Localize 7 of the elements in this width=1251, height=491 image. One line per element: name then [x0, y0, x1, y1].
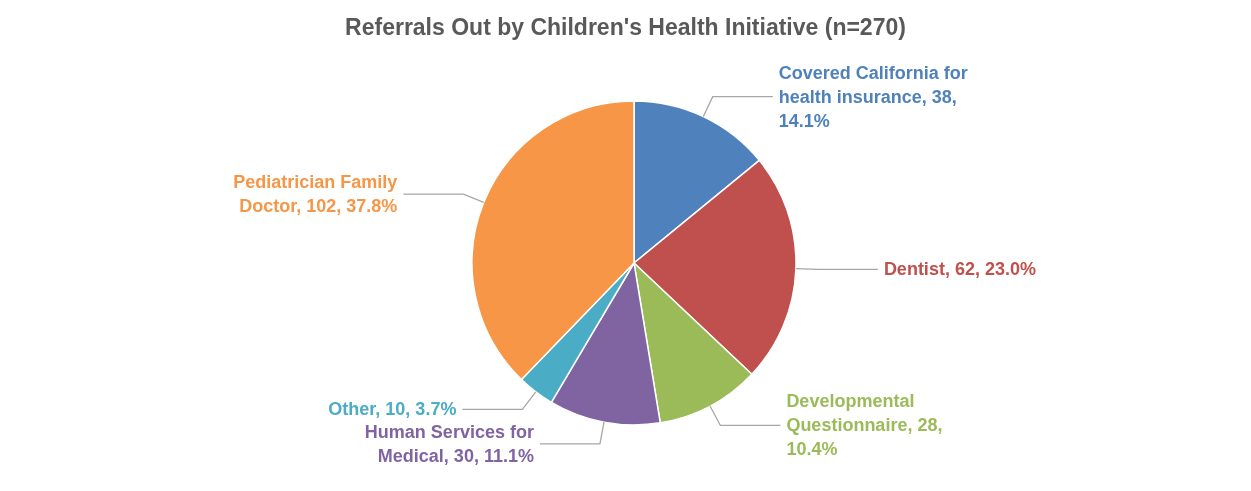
slice-label: Human Services for Medical, 30, 11.1% — [364, 421, 534, 466]
chart-title: Referrals Out by Children's Health Initiative (n=270) — [344, 14, 907, 41]
slice-label: Covered California for health insurance, 38, 14.1% — [778, 62, 968, 131]
slice-label: Dentist, 62, 23.0% — [883, 259, 1036, 280]
slice-label: Developmental Questionnaire, 28, 10.4% — [786, 391, 943, 460]
slice-label: Pediatrician Family Doctor, 102, 37.8% — [233, 172, 398, 217]
slice-label: Other, 10, 3.7% — [328, 399, 457, 420]
